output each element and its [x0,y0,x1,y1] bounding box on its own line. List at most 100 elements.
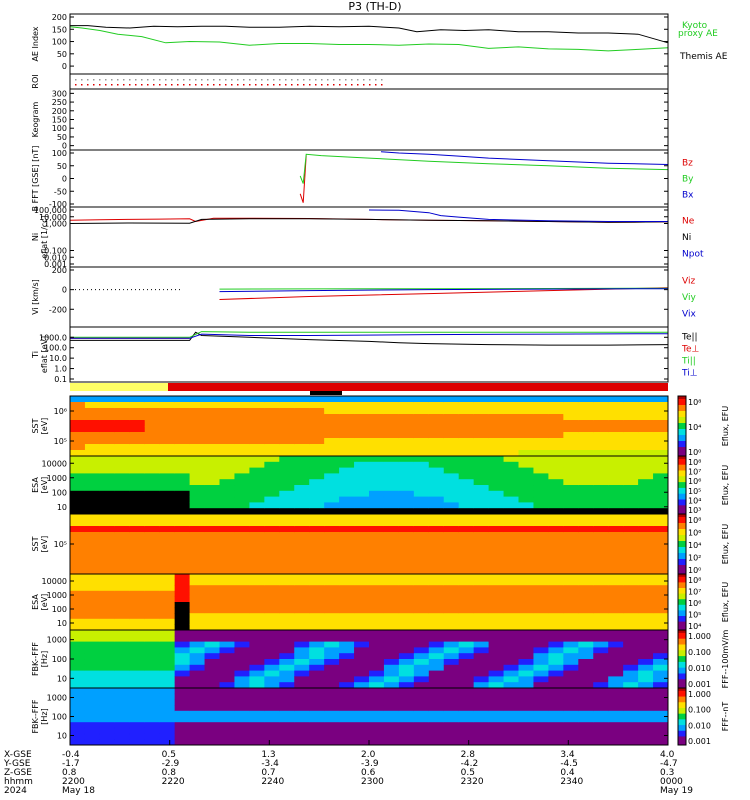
heatmap-cell [159,502,176,509]
legend-label: Te⊥ [681,345,700,355]
heatmap-cell [608,739,624,746]
heatmap-cell [548,485,564,492]
colorbar-segment [678,526,686,530]
heatmap-cell [264,676,280,683]
heatmap-cell [369,635,385,643]
heatmap-cell [249,647,265,654]
heatmap-cell [578,438,594,445]
heatmap-cell [159,722,176,729]
heatmap-cell [533,444,549,451]
heatmap-cell [114,664,131,672]
roi-dot [345,84,347,86]
heatmap-cell [593,727,609,735]
roi-dot [279,84,281,86]
heatmap-cell [99,641,116,648]
heatmap-cell [204,490,220,498]
heatmap-cell [533,508,549,515]
heatmap-cell [99,526,116,533]
y-tick-label: 1000 [47,591,67,600]
series-Bx [380,151,669,165]
colorbar-segment [678,670,686,674]
heatmap-cell [428,538,445,545]
heatmap-cell [279,716,295,723]
heatmap-cell [84,426,101,433]
colorbar-segment [678,659,686,663]
heatmap-cell [593,450,609,457]
heatmap-cell [428,716,445,723]
x-tick-value: 2300 [361,777,384,787]
heatmap-cell [608,710,624,717]
heatmap-cell [548,514,564,521]
heatmap-cell [264,647,280,654]
y-axis-label: [eV] [40,536,49,553]
heatmap-cell [578,562,594,569]
heatmap-cell [428,705,445,712]
heatmap-cell [249,450,265,457]
heatmap-cell [114,630,131,637]
x-tick-value: 1.3 [261,750,276,760]
colorbar-tick-label: 10⁸ [688,516,701,525]
heatmap-cell [174,514,191,521]
heatmap-cell [249,710,265,717]
heatmap-cell [593,461,609,469]
roi-dot [237,84,239,86]
heatmap-cell [309,473,325,480]
heatmap-cell [488,688,505,695]
heatmap-cell [473,574,490,581]
heatmap-cell [84,716,101,723]
heatmap-cell [234,479,250,486]
heatmap-cell [234,562,250,569]
heatmap-cell [578,653,594,660]
heatmap-cell [279,408,295,415]
heatmap-cell [398,456,415,463]
heatmap-cell [563,562,579,569]
heatmap-cell [70,508,86,515]
heatmap-cell [324,602,340,609]
heatmap-cell [354,613,370,620]
heatmap-cell [593,574,609,581]
heatmap-cell [518,613,534,620]
heatmap-cell [99,659,116,666]
heatmap-cell [114,705,131,712]
heatmap-cell [309,693,325,700]
heatmap-cell [383,556,400,563]
heatmap-cell [533,682,549,689]
heatmap-cell [324,710,340,717]
heatmap-cell [159,556,176,563]
heatmap-cell [413,699,430,706]
heatmap-cell [309,514,325,521]
heatmap-cell [129,432,146,439]
heatmap-cell [443,676,460,683]
heatmap-cell [578,544,594,551]
heatmap-cell [653,396,669,403]
heatmap-cell [383,420,400,427]
heatmap-cell [264,688,280,695]
heatmap-cell [204,641,220,648]
heatmap-cell [623,710,639,717]
heatmap-cell [443,602,460,609]
heatmap-cell [518,467,534,474]
heatmap-cell [563,688,579,695]
heatmap-cell [234,520,250,527]
heatmap-cell [608,722,624,729]
heatmap-cell [99,556,116,563]
heatmap-cell [623,699,639,706]
heatmap-cell [354,496,370,503]
heatmap-cell [249,461,265,469]
heatmap-cell [369,520,385,527]
heatmap-cell [593,544,609,551]
heatmap-cell [458,722,475,729]
heatmap-cell [219,532,235,539]
heatmap-cell [593,602,609,609]
heatmap-cell [294,426,310,433]
heatmap-cell [533,641,549,648]
roi-dot [357,84,359,86]
heatmap-cell [533,596,549,603]
heatmap-cell [99,508,116,515]
heatmap-cell [518,396,534,403]
heatmap-cell [294,473,310,480]
heatmap-cell [383,716,400,723]
heatmap-cell [578,624,594,631]
heatmap-cell [623,688,639,695]
heatmap-cell [234,544,250,551]
